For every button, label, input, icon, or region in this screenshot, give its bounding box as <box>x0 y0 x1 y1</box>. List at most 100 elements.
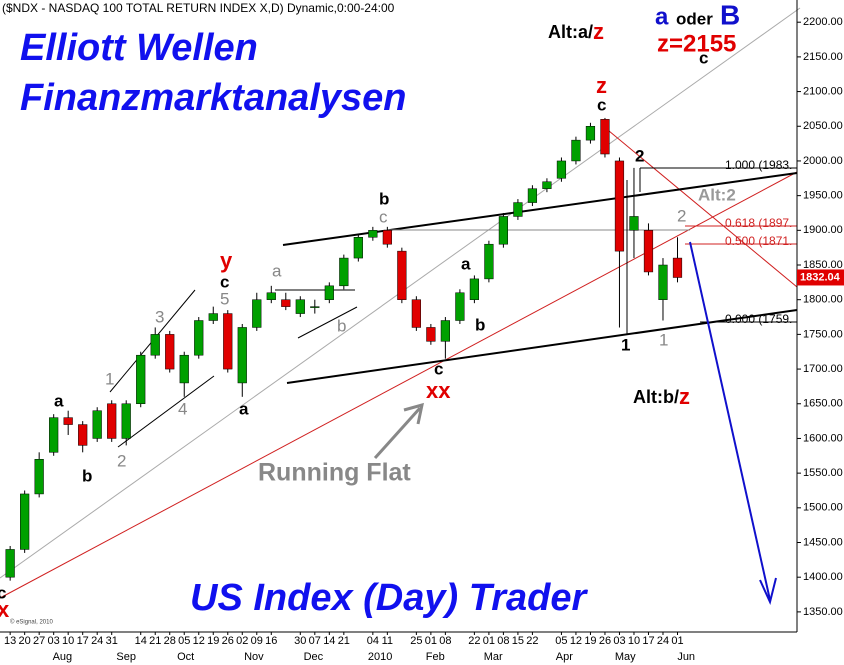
candle-body <box>339 257 349 287</box>
y-tick-label: 1400.00 <box>803 571 843 583</box>
candle-body <box>368 230 378 238</box>
wave-label: c <box>434 359 443 378</box>
x-tick-label: 19 <box>584 635 596 647</box>
x-tick-label: 19 <box>207 635 219 647</box>
candle-body <box>556 160 567 179</box>
alt-label: Alt:b/z <box>633 384 690 409</box>
x-tick-label: 21 <box>149 635 161 647</box>
copyright: © eSignal, 2010 <box>10 619 53 626</box>
x-tick-label: 01 <box>483 635 495 647</box>
x-tick-label: 26 <box>599 635 611 647</box>
corner-label: oder <box>676 9 713 28</box>
chart-title: ($NDX - NASDAQ 100 TOTAL RETURN INDEX X,… <box>2 1 395 15</box>
candle-body <box>266 292 276 300</box>
candle-body <box>194 320 204 356</box>
candle-body <box>208 313 218 321</box>
month-label: Oct <box>177 651 194 663</box>
month-label: May <box>615 651 636 663</box>
candle-body <box>440 320 450 342</box>
wave-label: 1 <box>105 369 114 388</box>
wave-label: 1 <box>659 330 668 349</box>
corner-label: c <box>699 48 708 67</box>
wave-label: 4 <box>178 399 187 418</box>
x-tick-label: 26 <box>222 635 234 647</box>
wave-label: a <box>54 391 64 410</box>
candle-body <box>600 119 610 155</box>
wave-label: b <box>82 466 92 485</box>
candle-body <box>49 417 59 453</box>
alt-text: Alt:b/ <box>633 387 679 407</box>
fib-label: 0.000 (1759. <box>725 312 792 326</box>
candle-body <box>672 257 683 278</box>
candle-body <box>571 139 581 162</box>
last-price-box <box>797 269 844 286</box>
wave-label: c <box>220 272 229 291</box>
trend-line <box>602 125 798 288</box>
wave-label: 2 <box>117 451 126 470</box>
candle-body <box>382 230 392 245</box>
corner-label: B <box>720 0 740 30</box>
x-tick-label: 08 <box>497 635 509 647</box>
x-tick-label: 24 <box>91 635 103 647</box>
wave-label: 1 <box>621 335 630 354</box>
y-tick-label: 1450.00 <box>803 536 843 548</box>
pattern-label: Running Flat <box>258 459 411 487</box>
candle-body <box>614 160 625 252</box>
x-tick-label: 12 <box>193 635 205 647</box>
x-tick-label: 30 <box>294 635 306 647</box>
x-tick-label: 03 <box>48 635 60 647</box>
x-tick-label: 10 <box>62 635 74 647</box>
x-tick-label: 13 <box>4 635 16 647</box>
y-tick-label: 2150.00 <box>803 51 843 63</box>
wave-label: 5 <box>220 289 229 308</box>
x-tick-label: 24 <box>657 635 669 647</box>
wave-label: z <box>596 73 607 98</box>
month-label: Aug <box>53 651 73 663</box>
y-tick-label: 1800.00 <box>803 294 843 306</box>
y-tick-label: 1750.00 <box>803 328 843 340</box>
candle-body <box>527 188 538 203</box>
candle-body <box>5 549 15 578</box>
alt-label: Alt:2 <box>698 185 736 204</box>
wave-label: 2 <box>635 146 644 165</box>
y-tick-label: 1900.00 <box>803 224 843 236</box>
x-tick-label: 01 <box>671 635 683 647</box>
candle-body <box>643 230 654 273</box>
x-tick-label: 22 <box>468 635 480 647</box>
candle-body <box>121 403 131 439</box>
candle-body <box>179 354 189 384</box>
wave-label: 2 <box>677 206 686 225</box>
alt-text: Alt:a/ <box>548 22 593 42</box>
candle-body <box>542 181 552 189</box>
x-tick-label: 11 <box>382 635 393 647</box>
x-tick-label: 20 <box>19 635 31 647</box>
wave-label: xx <box>426 378 451 403</box>
candle-body <box>513 202 523 217</box>
headline: Finanzmarktanalysen <box>20 77 406 119</box>
wave-label: 3 <box>155 307 164 326</box>
candle-body <box>658 264 668 300</box>
wave-label: a <box>272 261 282 280</box>
month-label: Dec <box>304 651 324 663</box>
x-tick-label: 17 <box>642 635 654 647</box>
wave-label: c <box>379 207 388 226</box>
x-tick-label: 14 <box>323 635 335 647</box>
corner-label: z=2155 <box>657 30 736 57</box>
candle-body <box>411 299 421 328</box>
arrow <box>689 241 771 601</box>
fib-label: 1.000 (1983. <box>725 158 792 172</box>
candles <box>5 117 683 581</box>
wave-label: b <box>337 316 346 335</box>
candle-body <box>63 417 73 425</box>
x-tick-label: 07 <box>309 635 321 647</box>
candle-body <box>165 334 175 370</box>
fib-label: 0.618 (1897. <box>725 216 792 230</box>
x-tick-label: 16 <box>265 635 277 647</box>
candle-body <box>20 493 30 550</box>
candle-body <box>455 292 465 321</box>
candle-body <box>397 250 407 300</box>
x-tick-label: 04 <box>367 635 379 647</box>
candle-body <box>426 327 436 342</box>
